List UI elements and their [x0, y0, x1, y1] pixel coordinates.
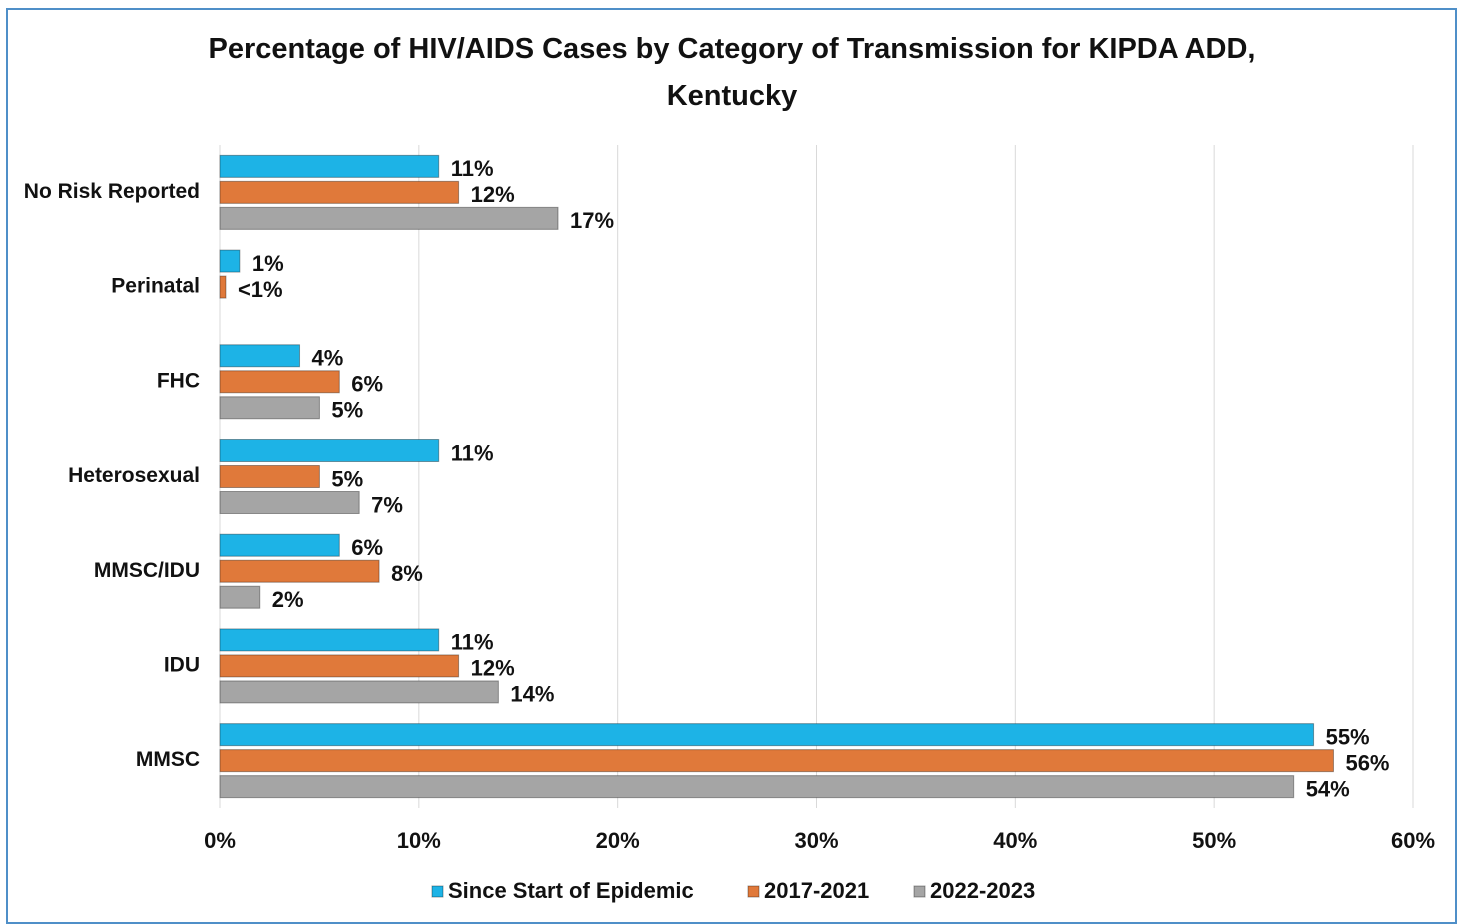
- legend-label: Since Start of Epidemic: [448, 878, 694, 903]
- bar: [219, 465, 320, 488]
- data-label: 11%: [451, 156, 494, 181]
- data-label: 1%: [252, 251, 284, 276]
- data-label: 54%: [1306, 776, 1350, 801]
- bar: [219, 585, 261, 609]
- bar: [219, 680, 499, 704]
- data-label: 11%: [451, 630, 494, 655]
- bar: [219, 491, 360, 514]
- y-tick-label: Heterosexual: [68, 464, 200, 487]
- x-tick-label: 30%: [794, 828, 838, 853]
- x-tick-label: 50%: [1192, 828, 1236, 853]
- y-tick-label: MMSC/IDU: [94, 559, 200, 582]
- data-label: 6%: [351, 535, 383, 560]
- bar: [219, 344, 301, 368]
- y-tick-label: IDU: [164, 653, 200, 676]
- data-label: 5%: [331, 398, 363, 423]
- data-label: 14%: [510, 682, 554, 707]
- y-tick-label: No Risk Reported: [24, 180, 200, 203]
- x-tick-label: 60%: [1391, 828, 1435, 853]
- bar: [219, 559, 380, 583]
- data-label: 2%: [272, 587, 304, 612]
- data-label: 7%: [371, 492, 403, 517]
- legend-swatch: [913, 885, 926, 898]
- x-tick-label: 10%: [397, 828, 441, 853]
- data-label: <1%: [238, 277, 283, 302]
- legend-swatch: [747, 885, 760, 898]
- legend-swatch: [431, 885, 444, 898]
- data-label: 5%: [331, 466, 363, 491]
- bar: [219, 396, 320, 420]
- y-tick-label: FHC: [157, 369, 200, 392]
- bar: [219, 439, 440, 462]
- bar: [219, 533, 340, 557]
- data-label: 56%: [1345, 750, 1389, 775]
- legend-label: 2017-2021: [764, 878, 869, 903]
- bar: [219, 249, 241, 273]
- bar: [219, 275, 227, 299]
- bar: [219, 749, 1334, 773]
- x-tick-label: 0%: [204, 828, 236, 853]
- y-tick-label: MMSC: [136, 748, 200, 771]
- data-label: 4%: [312, 346, 344, 371]
- bar: [219, 628, 440, 652]
- bar: [219, 206, 559, 230]
- bar: [219, 775, 1295, 799]
- bar: [219, 180, 460, 204]
- data-label: 8%: [391, 561, 423, 586]
- bar: [219, 370, 340, 394]
- chart-title: Percentage of HIV/AIDS Cases by Category…: [208, 33, 1256, 112]
- bar: [219, 154, 440, 178]
- y-tick-label: Perinatal: [111, 275, 200, 298]
- data-label: 17%: [570, 208, 614, 233]
- x-tick-label: 40%: [993, 828, 1037, 853]
- data-label: 55%: [1326, 724, 1370, 749]
- data-label: 12%: [471, 182, 515, 207]
- x-tick-label: 20%: [596, 828, 640, 853]
- legend-label: 2022-2023: [930, 878, 1035, 903]
- bar: [219, 654, 460, 678]
- data-label: 6%: [351, 372, 383, 397]
- data-label: 12%: [471, 656, 515, 681]
- data-label: 11%: [451, 440, 494, 465]
- bar: [219, 723, 1315, 747]
